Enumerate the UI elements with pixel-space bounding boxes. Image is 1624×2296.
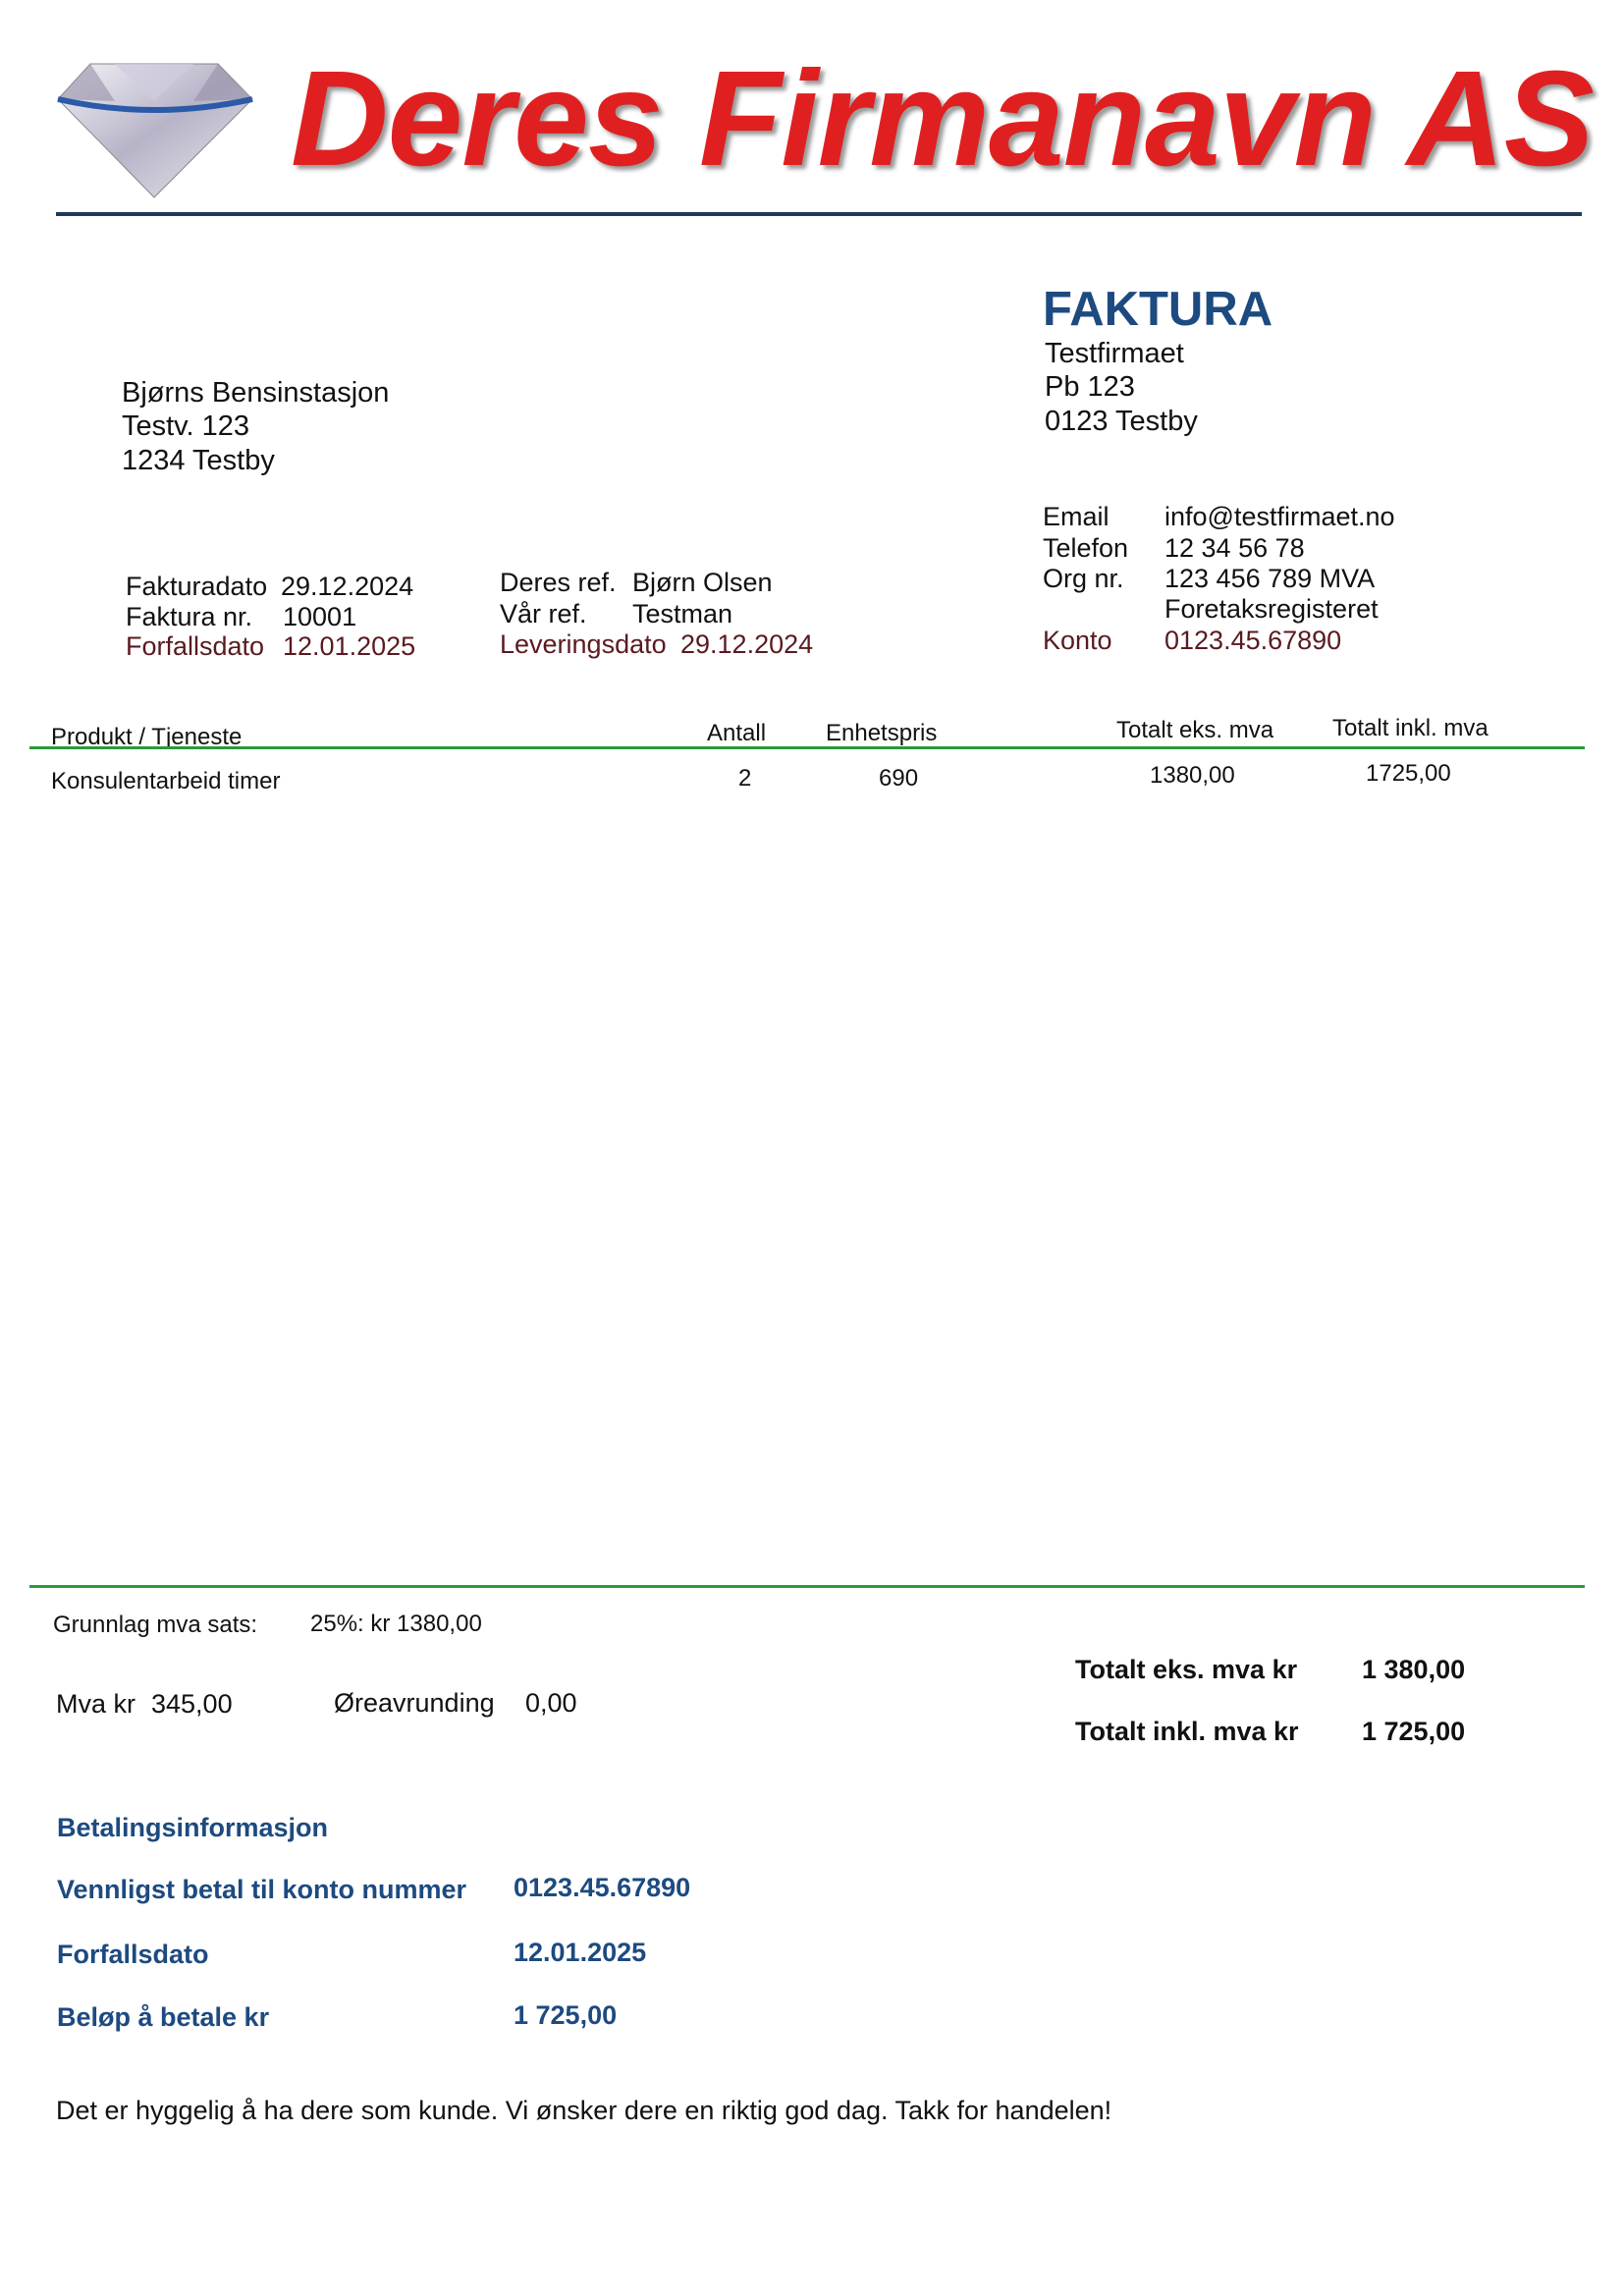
total-ex-label: Totalt eks. mva kr: [1075, 1655, 1298, 1684]
rounding-value: 0,00: [525, 1688, 577, 1718]
company-name: Deres Firmanavn AS: [291, 43, 1595, 194]
invoice-no: 10001: [283, 602, 357, 631]
org-label: Org nr.: [1043, 564, 1124, 593]
vat-label: Mva kr: [56, 1689, 135, 1719]
payment-amount-label: Beløp å betale kr: [57, 2002, 270, 2032]
col-header-unit-price: Enhetspris: [826, 720, 938, 746]
sender-name: Testfirmaet: [1045, 338, 1184, 369]
cell-product: Konsulentarbeid timer: [51, 768, 281, 794]
vat-value: 345,00: [151, 1689, 233, 1719]
our-ref-label: Vår ref.: [500, 599, 587, 629]
your-ref-label: Deres ref.: [500, 568, 617, 597]
total-ex-value: 1 380,00: [1362, 1655, 1466, 1684]
cell-total-ex: 1380,00: [1150, 762, 1235, 789]
payment-account-label: Vennligst betal til konto nummer: [57, 1875, 467, 1904]
recipient-address2: 1234 Testby: [122, 445, 275, 476]
cell-unit-price: 690: [879, 765, 919, 792]
email-value[interactable]: info@testfirmaet.no: [1164, 502, 1395, 531]
cell-quantity: 2: [738, 765, 752, 792]
invoice-date: 29.12.2024: [281, 572, 414, 601]
invoice-no-label: Faktura nr.: [126, 602, 253, 631]
payment-amount: 1 725,00: [514, 2000, 618, 2030]
page-title: FAKTURA: [1043, 283, 1273, 336]
invoice-date-label: Fakturadato: [126, 572, 268, 601]
org-value: 123 456 789 MVA: [1164, 564, 1376, 593]
delivery-date: 29.12.2024: [680, 629, 814, 659]
basis-label: Grunnlag mva sats:: [53, 1612, 258, 1638]
sender-address1: Pb 123: [1045, 371, 1135, 403]
payment-due-label: Forfallsdato: [57, 1940, 209, 1969]
col-header-total-ex: Totalt eks. mva: [1116, 717, 1274, 743]
email-label: Email: [1043, 502, 1110, 531]
phone-label: Telefon: [1043, 533, 1129, 563]
recipient-name: Bjørns Bensinstasjon: [122, 377, 390, 409]
basis-value: 25%: kr 1380,00: [310, 1611, 482, 1637]
delivery-label: Leveringsdato: [500, 629, 667, 659]
account-label: Konto: [1043, 626, 1112, 655]
due-date: 12.01.2025: [283, 631, 416, 661]
payment-due: 12.01.2025: [514, 1938, 647, 1967]
our-ref: Testman: [632, 599, 733, 629]
col-header-total-inc: Totalt inkl. mva: [1332, 715, 1489, 741]
table-header-rule: [29, 746, 1585, 749]
cell-total-inc: 1725,00: [1366, 760, 1451, 787]
col-header-product: Produkt / Tjeneste: [51, 724, 243, 750]
payment-heading: Betalingsinformasjon: [57, 1813, 329, 1842]
due-date-label: Forfallsdato: [126, 631, 265, 661]
recipient-address1: Testv. 123: [122, 410, 250, 442]
col-header-quantity: Antall: [707, 720, 767, 746]
registry: Foretaksregisteret: [1164, 594, 1379, 624]
rounding-label: Øreavrunding: [334, 1688, 495, 1718]
sender-address2: 0123 Testby: [1045, 406, 1198, 437]
footer-message: Det er hyggelig å ha dere som kunde. Vi …: [56, 2096, 1112, 2125]
payment-account: 0123.45.67890: [514, 1873, 691, 1902]
your-ref: Bjørn Olsen: [632, 568, 773, 597]
table-footer-rule: [29, 1585, 1585, 1588]
total-inc-value: 1 725,00: [1362, 1717, 1466, 1746]
account-value: 0123.45.67890: [1164, 626, 1342, 655]
total-inc-label: Totalt inkl. mva kr: [1075, 1717, 1299, 1746]
diamond-icon: [57, 63, 253, 198]
header-rule: [56, 212, 1582, 216]
phone-value: 12 34 56 78: [1164, 533, 1305, 563]
